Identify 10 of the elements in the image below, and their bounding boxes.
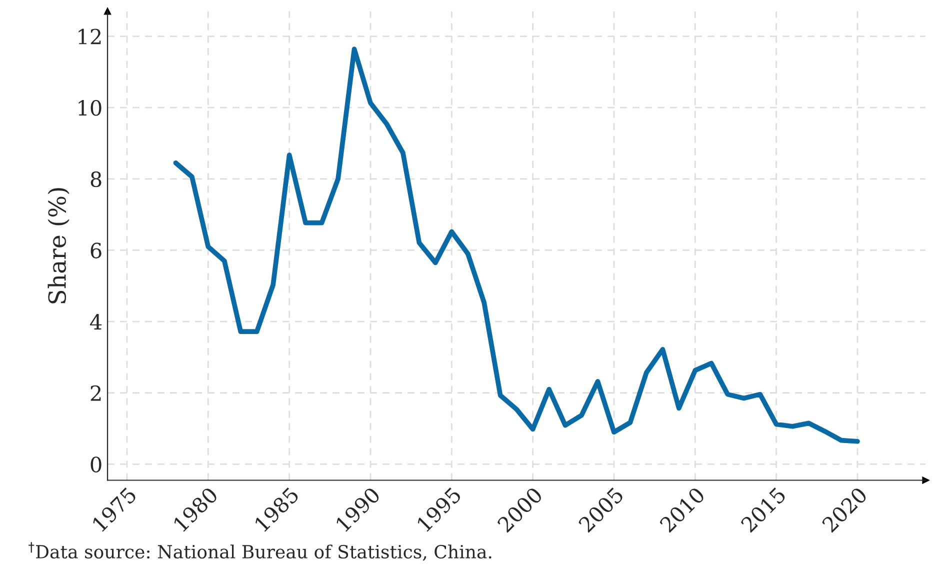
- line-series: [173, 46, 860, 444]
- y-tick-label: 10: [78, 100, 102, 116]
- y-tick-label: 2: [90, 385, 101, 401]
- y-tick-label: 12: [78, 28, 101, 44]
- y-axis-title: Share (%): [48, 188, 70, 304]
- text: $^{†}$Data source: National Bureau of Statistics, China.: [28, 542, 492, 561]
- y-tick-label: 0: [90, 456, 102, 472]
- y-tick-label: 6: [90, 242, 102, 258]
- y-tick-label: 4: [90, 314, 102, 330]
- y-tick-label: 8: [90, 171, 102, 188]
